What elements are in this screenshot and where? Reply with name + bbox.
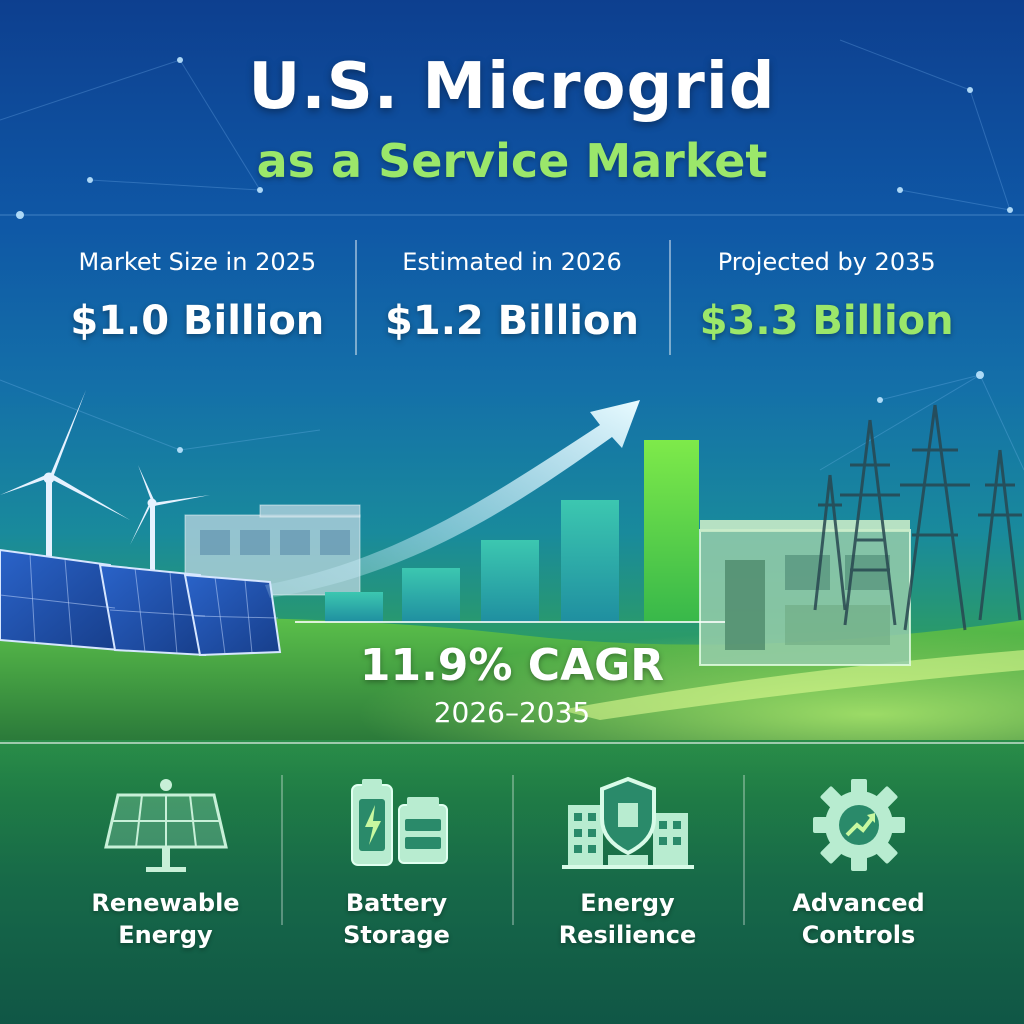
stat-2035: Projected by 2035 $3.3 Billion (669, 240, 984, 360)
solar-array-illustration (0, 548, 282, 657)
feature-renewable-energy: Renewable Energy (50, 765, 281, 985)
page-subtitle: as a Service Market (256, 134, 768, 188)
wind-turbine-icon (0, 390, 210, 575)
shield-building-icon (561, 776, 694, 869)
stat-2026: Estimated in 2026 $1.2 Billion (354, 240, 670, 360)
stat-label: Estimated in 2026 (402, 248, 622, 276)
feature-label: Battery Storage (343, 889, 450, 949)
market-stats: Market Size in 2025 $1.0 Billion Estimat… (40, 240, 984, 360)
page-title: U.S. Microgrid (248, 50, 776, 124)
energy-scene-illustration (0, 390, 1024, 740)
feature-label: Energy Resilience (558, 889, 697, 949)
transmission-tower-icon (813, 404, 1022, 631)
cagr-value: 11.9% CAGR (359, 640, 665, 691)
stat-label: Market Size in 2025 (78, 248, 317, 276)
gear-icon (812, 779, 905, 871)
stat-2025: Market Size in 2025 $1.0 Billion (40, 240, 355, 360)
stat-value: $1.2 Billion (385, 298, 639, 344)
stat-value: $3.3 Billion (699, 298, 954, 344)
feature-label: Renewable Energy (91, 889, 240, 949)
feature-battery-storage: Battery Storage (281, 765, 512, 985)
cagr-period: 2026–2035 (433, 696, 591, 729)
feature-label: Advanced Controls (792, 889, 925, 949)
microgrid-container-illustration (699, 520, 911, 666)
growth-bar-chart-illustration (295, 440, 725, 623)
feature-energy-resilience: Energy Resilience (512, 765, 743, 985)
stat-label: Projected by 2035 (717, 248, 936, 276)
section-divider (0, 742, 1024, 744)
battery-icon (350, 779, 448, 866)
stat-value: $1.0 Billion (70, 298, 325, 344)
solar-panel-icon (103, 779, 228, 872)
feature-advanced-controls: Advanced Controls (743, 765, 974, 985)
feature-list: Renewable Energy Battery Storage (50, 765, 974, 985)
trend-arrow-icon (265, 400, 640, 598)
